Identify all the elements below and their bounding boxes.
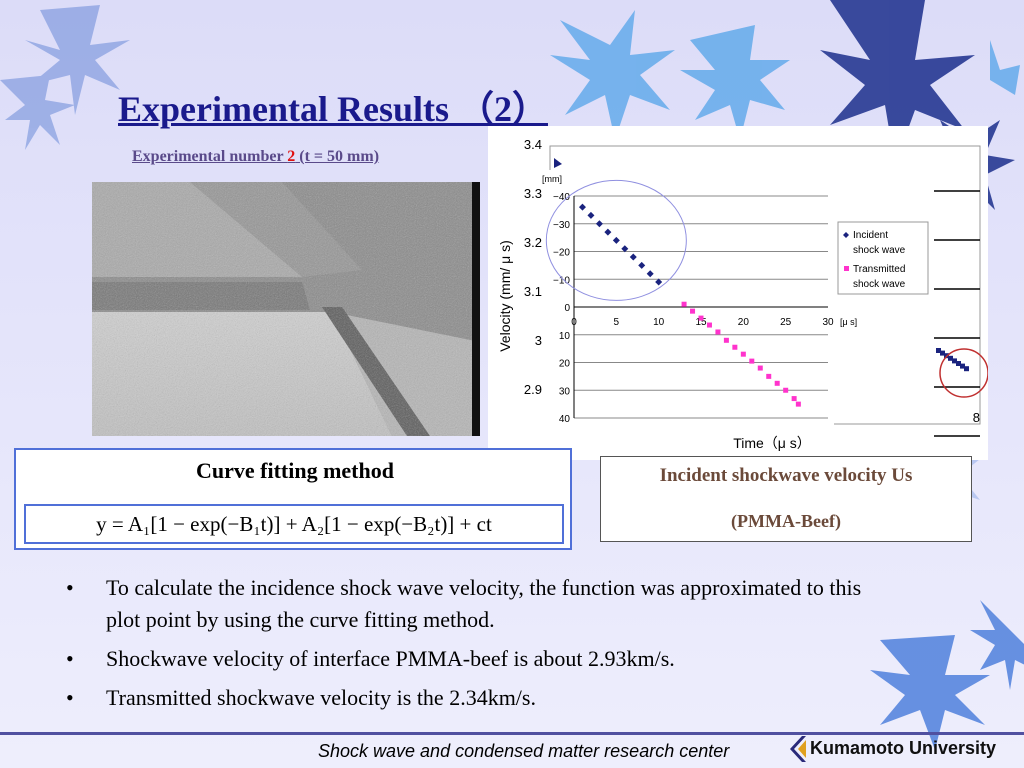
incident-data-point (595, 220, 603, 228)
bg-data-point (960, 363, 965, 369)
bullet-item: • Shockwave velocity of interface PMMA-be… (66, 643, 866, 675)
incident-data-point (604, 228, 612, 236)
incident-data-point (646, 270, 654, 278)
curve-fitting-title: Curve fitting method (196, 458, 394, 483)
main-y-tick-label: 30 (559, 386, 571, 397)
bullet-dot: • (66, 646, 74, 671)
transmitted-data-point (774, 380, 780, 386)
legend-transmitted-label-2: shock wave (853, 279, 906, 290)
main-y-tick-label: −30 (553, 220, 570, 231)
bg-x-tick-label: 8 (973, 410, 980, 425)
main-x-axis-label: Time（μ s） (733, 435, 811, 451)
bullet-item: • Transmitted shockwave velocity is the 2… (66, 682, 866, 714)
bullet-item: • To calculate the incidence shock wave v… (66, 572, 866, 636)
bg-y-tick-label: 2.9 (524, 382, 542, 397)
main-x-unit: [μ s] (840, 317, 857, 327)
main-y-tick-label: 20 (559, 359, 571, 370)
bg-data-point (940, 350, 945, 356)
transmitted-data-point (783, 387, 789, 393)
transmitted-data-point (749, 358, 755, 364)
transmitted-data-point (715, 329, 721, 335)
incident-data-point (638, 261, 646, 269)
legend-box (837, 221, 929, 295)
bg-data-point (952, 358, 957, 364)
velocity-chart-panel: 3.43.33.23.132.98−40−30−20−1001020304005… (488, 126, 989, 460)
bg-data-point (936, 348, 941, 353)
transmitted-data-point (766, 373, 772, 379)
incident-highlight-ellipse (545, 179, 687, 301)
bullet-dot: • (66, 685, 74, 710)
transmitted-data-point (791, 396, 797, 402)
logo-chevron-icon (790, 736, 806, 762)
bg-y-tick-label: 3 (535, 333, 542, 348)
incident-data-point (629, 253, 637, 261)
incident-data-point (587, 211, 595, 219)
bullet-text: Shockwave velocity of interface PMMA-bee… (106, 646, 675, 671)
velocity-chart: 3.43.33.23.132.98−40−30−20−1001020304005… (497, 137, 989, 451)
curve-fitting-formula: y = A₁[1 − exp(−B₁t)] + A₂[1 − exp(−B₂t)… (24, 504, 564, 544)
transmitted-data-point (723, 337, 729, 343)
logo-text: Kumamoto University (810, 738, 997, 758)
main-chart-area (544, 170, 834, 426)
incident-data-point (655, 278, 663, 286)
main-x-tick-label: 10 (653, 317, 665, 328)
bullet-text: To calculate the incidence shock wave ve… (106, 575, 862, 632)
bg-data-point (956, 361, 961, 366)
bg-y-tick-label: 3.4 (524, 137, 542, 152)
bg-y-tick-label: 3.3 (524, 186, 542, 201)
experiment-number: 2 (287, 148, 296, 165)
transmitted-data-point (690, 308, 696, 314)
main-y-tick-label: −10 (553, 275, 570, 286)
main-x-tick-label: 30 (822, 317, 834, 328)
main-x-tick-label: 5 (614, 317, 620, 328)
incident-data-point (578, 203, 586, 211)
transmitted-data-point (698, 315, 704, 321)
experiment-label: Experimental number 2 (t = 50 mm) (132, 148, 379, 166)
bg-y-tick-label: 3.2 (524, 235, 542, 250)
main-y-tick-label: 0 (564, 303, 570, 314)
experiment-prefix: Experimental number (132, 148, 288, 165)
footer-divider (0, 732, 1024, 735)
main-y-unit: [mm] (542, 174, 562, 184)
incident-data-point (612, 236, 620, 244)
legend-transmitted-marker (844, 266, 849, 271)
bullet-list: • To calculate the incidence shock wave v… (66, 572, 866, 721)
transmitted-data-point (681, 301, 687, 307)
main-x-tick-label: 25 (780, 317, 792, 328)
bg-marker (554, 158, 562, 168)
incident-velocity-label: Incident shockwave velocity Us (659, 465, 913, 486)
legend-incident-label-2: shock wave (853, 245, 906, 256)
transmitted-data-point (706, 322, 712, 328)
main-y-tick-label: 40 (559, 414, 571, 425)
curve-fitting-box: Curve fitting method y = A₁[1 − exp(−B₁t… (14, 448, 572, 550)
main-y-tick-label: 10 (559, 331, 571, 342)
bg-data-point (964, 366, 969, 372)
main-y-tick-label: −40 (553, 192, 570, 203)
bullet-text: Transmitted shockwave velocity is the 2.… (106, 685, 536, 710)
bullet-dot: • (66, 575, 74, 600)
legend-incident-label-1: Incident (853, 230, 888, 241)
legend-incident-marker (843, 232, 849, 238)
main-y-axis-label: Velocity (mm/ μ s) (497, 240, 513, 352)
legend-transmitted-label-1: Transmitted (853, 264, 905, 275)
footer-text: Shock wave and condensed matter research… (318, 741, 730, 761)
main-y-tick-label: −20 (553, 248, 570, 259)
transmitted-data-point (757, 365, 763, 371)
transmitted-data-point (740, 351, 746, 357)
incident-data-point (621, 245, 629, 253)
page-title: Experimental Results （2） (118, 89, 548, 129)
bg-y-tick-label: 3.1 (524, 284, 542, 299)
main-x-tick-label: 15 (695, 317, 707, 328)
experiment-suffix: (t = 50 mm) (295, 148, 380, 165)
shock-photo (92, 182, 480, 436)
transmitted-data-point (732, 344, 738, 350)
incident-velocity-material: (PMMA-Beef) (731, 511, 841, 531)
transmitted-data-point (795, 401, 801, 407)
bg-data-point (948, 355, 953, 361)
shock-photo-image (92, 182, 480, 436)
main-x-tick-label: 20 (738, 317, 750, 328)
incident-velocity-box: Incident shockwave velocity Us (PMMA-Bee… (600, 456, 972, 542)
